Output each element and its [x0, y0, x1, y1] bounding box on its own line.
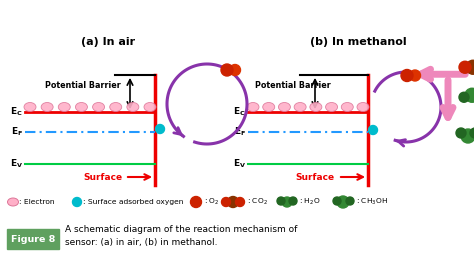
Circle shape [221, 64, 233, 76]
Circle shape [289, 197, 297, 205]
Ellipse shape [310, 102, 322, 112]
Ellipse shape [127, 102, 139, 112]
Ellipse shape [144, 102, 156, 112]
Circle shape [470, 128, 474, 138]
Text: : CO$_2$: : CO$_2$ [247, 197, 268, 207]
Text: : Surface adsorbed oxygen: : Surface adsorbed oxygen [83, 199, 183, 205]
Ellipse shape [109, 102, 122, 112]
Circle shape [410, 70, 420, 81]
Ellipse shape [75, 102, 87, 112]
Text: Surface: Surface [296, 172, 335, 181]
Circle shape [337, 196, 349, 208]
Text: $\bf{E_C}$: $\bf{E_C}$ [233, 106, 246, 118]
Circle shape [368, 126, 377, 134]
Circle shape [155, 125, 164, 133]
Ellipse shape [326, 102, 337, 112]
Circle shape [459, 92, 469, 102]
Text: Potential Barrier: Potential Barrier [255, 81, 331, 89]
Ellipse shape [294, 102, 306, 112]
Circle shape [456, 128, 466, 138]
Ellipse shape [8, 198, 18, 206]
Circle shape [282, 197, 292, 207]
Circle shape [191, 197, 201, 207]
Circle shape [236, 198, 245, 206]
Circle shape [346, 197, 354, 205]
Ellipse shape [341, 102, 353, 112]
Ellipse shape [41, 102, 53, 112]
Ellipse shape [24, 102, 36, 112]
Text: : CH$_3$OH: : CH$_3$OH [356, 197, 388, 207]
Text: $\bf{E_F}$: $\bf{E_F}$ [11, 126, 23, 138]
Circle shape [461, 129, 474, 143]
Circle shape [459, 61, 471, 73]
Circle shape [466, 60, 474, 74]
Circle shape [277, 197, 285, 205]
Text: (a) In air: (a) In air [81, 37, 135, 47]
Text: : H$_2$O: : H$_2$O [299, 197, 320, 207]
Text: : O$_2$: : O$_2$ [204, 197, 219, 207]
Circle shape [228, 197, 238, 207]
Circle shape [221, 198, 230, 206]
Text: (b) In methanol: (b) In methanol [310, 37, 406, 47]
Ellipse shape [58, 102, 70, 112]
Text: $\bf{E_F}$: $\bf{E_F}$ [234, 126, 246, 138]
Text: Potential Barrier: Potential Barrier [45, 81, 121, 89]
Ellipse shape [357, 102, 369, 112]
Text: $\bf{E_C}$: $\bf{E_C}$ [10, 106, 23, 118]
Text: : Electron: : Electron [19, 199, 55, 205]
Circle shape [401, 69, 413, 81]
Text: $\bf{E_V}$: $\bf{E_V}$ [233, 158, 246, 170]
Circle shape [333, 197, 341, 205]
Text: Figure 8: Figure 8 [11, 235, 55, 244]
Text: A schematic diagram of the reaction mechanism of: A schematic diagram of the reaction mech… [65, 225, 297, 235]
Ellipse shape [278, 102, 291, 112]
Circle shape [229, 64, 240, 75]
Text: sensor: (a) in air, (b) in methanol.: sensor: (a) in air, (b) in methanol. [65, 237, 218, 246]
FancyBboxPatch shape [7, 229, 59, 249]
Ellipse shape [263, 102, 275, 112]
Circle shape [73, 198, 82, 206]
Text: $\bf{E_V}$: $\bf{E_V}$ [10, 158, 23, 170]
Text: Surface: Surface [83, 172, 122, 181]
Ellipse shape [92, 102, 105, 112]
Ellipse shape [247, 102, 259, 112]
Circle shape [465, 88, 474, 102]
